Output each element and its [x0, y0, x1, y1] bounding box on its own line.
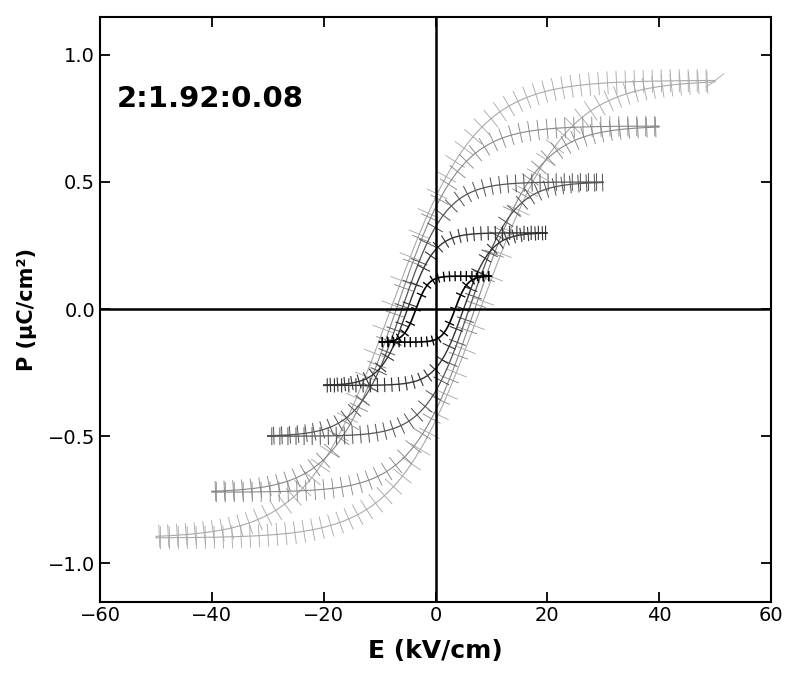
X-axis label: E (kV/cm): E (kV/cm) — [368, 639, 503, 663]
Text: 2:1.92:0.08: 2:1.92:0.08 — [117, 85, 304, 114]
Y-axis label: P (μC/cm²): P (μC/cm²) — [17, 248, 37, 371]
